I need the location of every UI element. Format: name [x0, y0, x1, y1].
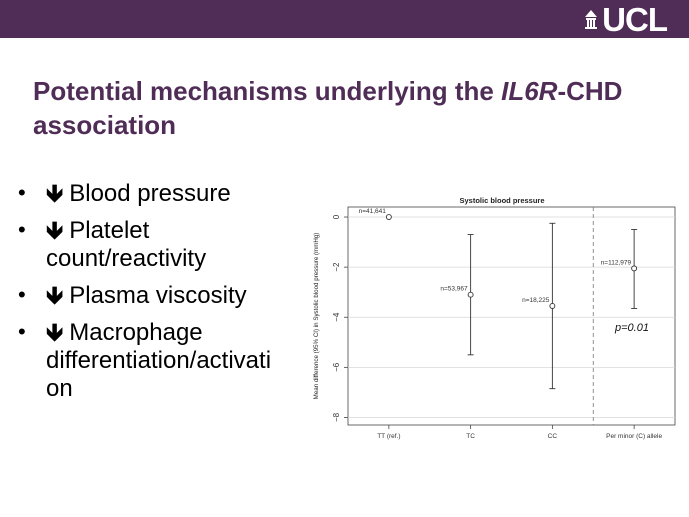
bullet-text: Platelet count/reactivity [46, 217, 207, 272]
n-label: n=41,641 [359, 208, 387, 215]
chart-y-axis-label: Mean difference (95% CI) in Systolic blo… [313, 233, 320, 400]
down-arrow-icon: 🡻 [46, 216, 64, 244]
y-tick-label: −8 [332, 412, 341, 422]
data-point [467, 291, 474, 298]
x-tick-label: TT (ref.) [377, 433, 400, 440]
bullet-dot: • [18, 319, 26, 344]
y-tick-label: 0 [332, 214, 341, 219]
y-tick-label: −4 [332, 312, 341, 322]
bullet-list: • 🡻 Blood pressure • 🡻 Platelet count/reac… [18, 179, 298, 411]
slide-title: Potential mechanisms underlying the IL6R… [33, 74, 673, 142]
bullet-item: • 🡻 Blood pressure [18, 179, 298, 208]
bullet-item: • 🡻 Platelet count/reactivity [18, 216, 298, 273]
x-tick-label: Per minor (C) allele [606, 433, 662, 440]
bullet-dot: • [18, 180, 26, 205]
title-part1: Potential mechanisms underlying the [33, 76, 502, 106]
n-label: n=53,967 [440, 286, 468, 293]
bullet-text: Plasma viscosity [69, 282, 247, 309]
bullet-dot: • [18, 282, 26, 307]
data-point [631, 265, 638, 272]
bullet-item: • 🡻 Plasma viscosity [18, 281, 298, 310]
data-point [385, 214, 392, 220]
bullet-text: Blood pressure [69, 180, 231, 207]
ucl-crest-icon [585, 10, 598, 29]
ucl-logo: UCL [583, 1, 668, 38]
x-tick-label: TC [466, 433, 475, 440]
n-label: n=18,225 [522, 297, 550, 304]
header-bar: UCL [0, 0, 689, 38]
bullet-text: Macrophage differentiation/activati on [46, 319, 272, 402]
down-arrow-icon: 🡻 [46, 179, 64, 207]
n-label: n=112,979 [601, 259, 632, 266]
p-value-annotation: p=0.01 [614, 322, 649, 334]
title-part2: -CHD association [33, 76, 623, 140]
plot-frame [347, 206, 676, 426]
data-point [549, 303, 556, 309]
down-arrow-icon: 🡻 [46, 318, 64, 346]
logo-text: UCL [602, 1, 668, 38]
title-italic: IL6R [501, 76, 558, 106]
chart-title: Systolic blood pressure [459, 196, 544, 205]
bullet-dot: • [18, 217, 26, 242]
bullet-item: • 🡻 Macrophage differentiation/activati o… [18, 318, 298, 403]
down-arrow-icon: 🡻 [46, 281, 64, 309]
y-tick-label: −2 [332, 262, 341, 272]
x-tick-label: CC [548, 433, 558, 440]
systolic-bp-chart: Mean difference (95% CI) in Systolic blo… [313, 196, 676, 440]
y-tick-label: −6 [332, 362, 341, 372]
